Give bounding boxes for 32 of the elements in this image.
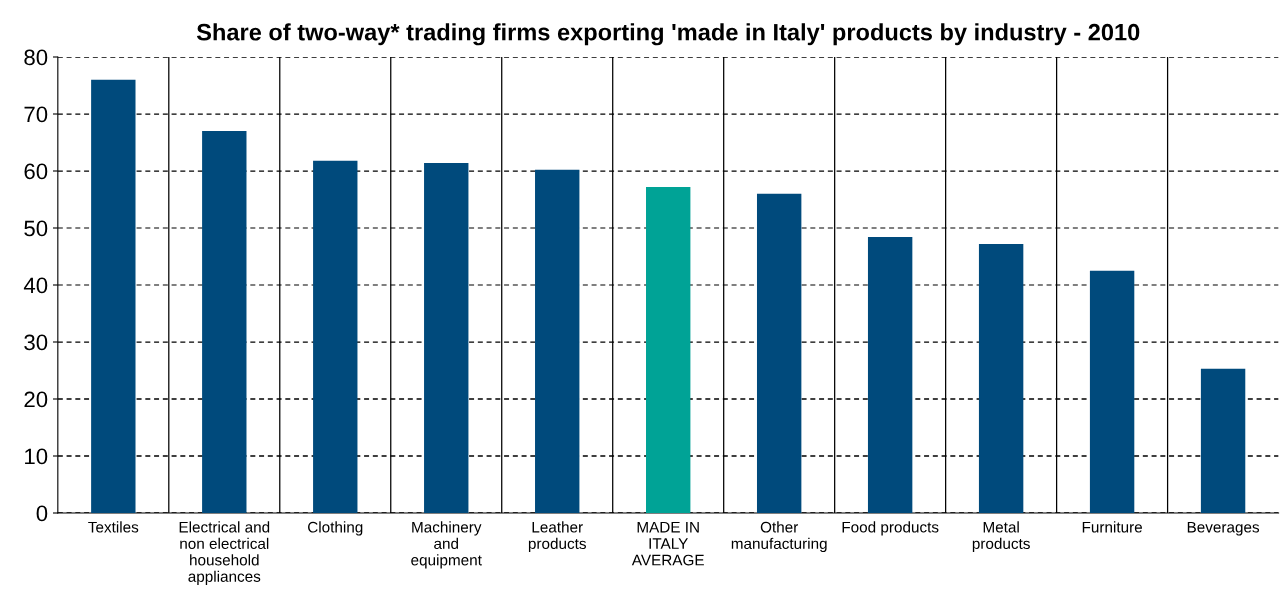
bar — [202, 131, 247, 513]
bar — [1089, 270, 1135, 513]
bar — [1200, 368, 1246, 513]
x-tick-label: Clothing — [308, 521, 363, 536]
x-tick-label: Furniture — [1082, 521, 1142, 533]
x-tick-label: Machinery and equipment — [411, 521, 482, 569]
x-tick-label: Other manufacturing — [731, 521, 827, 553]
y-tick-label: 70 — [24, 106, 48, 123]
x-tick-label: Metal products — [972, 521, 1030, 553]
x-tick-label: MADE IN ITALY AVERAGE — [631, 521, 704, 566]
bar — [867, 237, 913, 513]
y-tick-label: 30 — [24, 334, 48, 351]
bar — [313, 160, 358, 513]
y-tick-label: 60 — [24, 163, 48, 180]
y-tick-label: 0 — [36, 505, 48, 522]
bar — [91, 79, 136, 513]
y-tick-label: 40 — [23, 277, 48, 294]
bar — [646, 186, 691, 513]
bar — [424, 163, 469, 513]
x-tick-label: Electrical and non electrical household appliances — [179, 521, 270, 585]
x-tick-label: Beverages — [1187, 521, 1260, 536]
y-tick-label: 10 — [25, 448, 48, 465]
x-tick-label: Textiles — [88, 521, 139, 533]
bar — [535, 169, 580, 513]
bar — [756, 193, 802, 513]
x-tick-label: Leather products — [528, 521, 586, 553]
y-tick-label: 50 — [24, 220, 48, 237]
y-tick-label: 80 — [24, 49, 48, 66]
bar — [978, 243, 1024, 513]
y-tick-label: 20 — [24, 391, 48, 408]
x-tick-label: Food products — [842, 521, 939, 536]
chart-title: Share of two-way* trading firms exporting 'made in Italy' products by industry - 2010 — [196, 23, 1140, 46]
